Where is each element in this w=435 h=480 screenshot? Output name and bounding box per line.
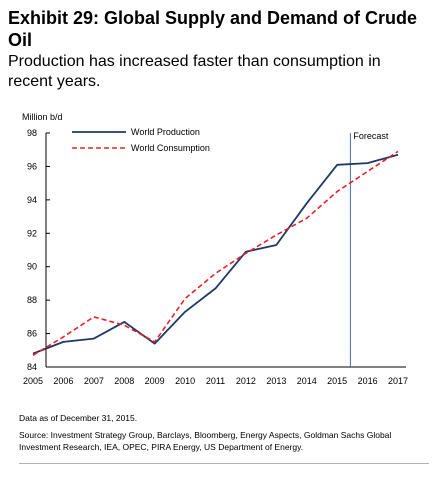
footer-rule: [19, 463, 429, 464]
exhibit-subtitle: Production has increased faster than con…: [8, 53, 381, 90]
y-tick-label: 98: [27, 128, 37, 138]
legend-label-consumption: World Consumption: [131, 143, 210, 153]
world-production-line: [32, 153, 399, 355]
x-tick-label: 2017: [388, 376, 408, 386]
x-tick-label: 2016: [358, 376, 378, 386]
x-tick-label: 2014: [297, 376, 317, 386]
world-consumption-line: [32, 150, 399, 356]
x-tick-label: 2006: [53, 376, 73, 386]
forecast-label: Forecast: [353, 131, 389, 141]
x-axis-ticks: 2005 2006 2007 2008 2009 2010 2011 2012 2013 2014…: [23, 376, 408, 386]
y-tick-label: 96: [27, 161, 37, 171]
exhibit-title: Exhibit 29: Global Supply and Demand of …: [8, 8, 418, 50]
x-tick-label: 2013: [266, 376, 286, 386]
source-note: Source: Investment Strategy Group, Barcl…: [19, 430, 392, 452]
y-tick-label: 92: [27, 228, 37, 238]
series-group: [32, 150, 399, 356]
y-axis-label: Million b/d: [22, 112, 63, 122]
x-tick-label: 2012: [236, 376, 256, 386]
x-tick-label: 2005: [23, 376, 43, 386]
x-tick-label: 2009: [145, 376, 165, 386]
chart-legend: World Production World Consumption: [72, 127, 210, 153]
y-tick-label: 94: [27, 195, 37, 205]
x-tick-label: 2008: [114, 376, 134, 386]
y-tick-label: 88: [27, 295, 37, 305]
y-tick-label: 84: [27, 362, 37, 372]
y-tick-label: 90: [27, 262, 37, 272]
x-tick-label: 2007: [84, 376, 104, 386]
data-note: Data as of December 31, 2015.: [19, 413, 138, 423]
x-tick-label: 2015: [327, 376, 347, 386]
x-tick-label: 2011: [206, 376, 225, 386]
y-axis-ticks: 84 86 88 90 92 94 96 98: [27, 128, 50, 372]
y-tick-label: 86: [27, 329, 37, 339]
x-tick-label: 2010: [175, 376, 195, 386]
legend-label-production: World Production: [131, 127, 200, 137]
